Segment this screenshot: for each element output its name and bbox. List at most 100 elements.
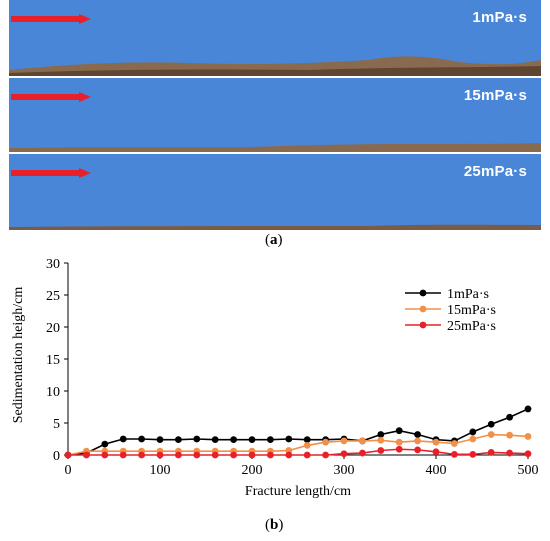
data-point (414, 431, 421, 438)
data-point (64, 451, 72, 459)
data-point (322, 438, 329, 446)
data-point (303, 442, 311, 449)
data-point (248, 451, 256, 459)
data-point (156, 451, 164, 459)
data-point (230, 451, 238, 459)
data-point (303, 436, 311, 444)
fracture-photos: 1mPa·s 15mPa·s 25mPa·s (9, 0, 541, 230)
data-point (487, 431, 495, 438)
y-axis-label: Sedimentation heigh/cm (11, 287, 26, 424)
data-point (506, 413, 513, 421)
data-point (138, 435, 146, 443)
strip-label: 15mPa·s (463, 87, 527, 104)
flow-arrow-icon (11, 168, 91, 178)
strip-label: 25mPa·s (463, 163, 527, 180)
data-point (395, 427, 403, 435)
y-tick-label: 20 (46, 321, 60, 336)
data-point (451, 440, 458, 447)
data-point (119, 435, 127, 443)
data-point (414, 446, 421, 454)
data-point (524, 450, 532, 458)
data-point (267, 436, 274, 444)
strip-15mpas: 15mPa·s (9, 78, 541, 154)
data-point (285, 435, 293, 443)
data-point (506, 449, 513, 457)
data-point (487, 420, 495, 428)
data-point (506, 431, 513, 439)
caption-b: (b) (265, 517, 284, 533)
sediment-layer (9, 224, 541, 230)
strip-25mpas: 25mPa·s (9, 154, 541, 230)
sediment-layer (9, 56, 541, 76)
data-point (138, 451, 146, 459)
y-tick-label: 0 (53, 449, 60, 464)
legend-marker (419, 289, 427, 297)
y-tick-label: 5 (53, 417, 60, 432)
sedimentation-chart: 0 100 200 300 400 500 0 5 10 15 20 25 30 1mPa·s15mPa… (11, 257, 539, 499)
legend-marker (419, 305, 427, 313)
data-point (101, 451, 109, 459)
data-point (359, 449, 366, 457)
flow-arrow-icon (11, 92, 91, 102)
data-point (285, 451, 293, 459)
data-point (524, 433, 532, 440)
y-tick-label: 15 (46, 353, 60, 368)
data-point (322, 451, 329, 459)
data-point (451, 450, 458, 458)
data-point (193, 435, 201, 443)
legend-marker (419, 321, 427, 329)
data-point (267, 451, 274, 459)
x-tick-label: 200 (242, 463, 263, 478)
data-point (469, 428, 477, 436)
data-point (119, 451, 127, 459)
x-axis-label: Fracture length/cm (245, 484, 351, 499)
axes: 0 100 200 300 400 500 0 5 10 15 20 25 30 (46, 257, 539, 478)
data-point (432, 448, 440, 456)
x-tick-label: 100 (150, 463, 171, 478)
data-point (469, 435, 477, 443)
data-point (83, 451, 90, 459)
series-line (68, 448, 529, 456)
data-point (175, 436, 182, 444)
legend-label: 15mPa·s (447, 303, 496, 318)
sediment-layer (9, 143, 541, 154)
flow-arrow-icon (11, 14, 91, 24)
data-point (377, 431, 385, 438)
series-layer (64, 405, 532, 459)
y-tick-label: 30 (46, 257, 60, 272)
caption-a: (a) (265, 232, 283, 248)
data-point (156, 436, 164, 444)
data-point (340, 437, 348, 445)
x-tick-label: 0 (65, 463, 72, 478)
data-point (175, 451, 182, 459)
legend-label: 25mPa·s (447, 319, 496, 334)
data-point (193, 451, 201, 459)
data-point (524, 405, 532, 413)
y-tick-label: 25 (46, 289, 60, 304)
data-point (395, 445, 403, 453)
data-point (248, 436, 256, 444)
data-point (359, 437, 366, 445)
data-point (487, 449, 495, 456)
data-point (101, 440, 109, 448)
data-point (340, 450, 348, 458)
data-point (211, 436, 219, 444)
data-point (414, 437, 421, 445)
series-line (67, 433, 529, 456)
x-tick-label: 400 (426, 463, 447, 478)
data-point (377, 436, 385, 444)
x-tick-label: 500 (518, 463, 539, 478)
strip-1mpas: 1mPa·s (9, 0, 541, 76)
data-point (432, 438, 440, 446)
data-point (377, 447, 385, 454)
data-point (395, 438, 403, 446)
strip-label: 1mPa·s (472, 9, 527, 26)
data-point (230, 436, 238, 444)
data-point (469, 450, 477, 458)
data-point (211, 451, 219, 459)
data-point (303, 451, 311, 459)
x-tick-label: 300 (334, 463, 355, 478)
legend-label: 1mPa·s (447, 287, 489, 302)
y-tick-label: 10 (46, 385, 60, 400)
